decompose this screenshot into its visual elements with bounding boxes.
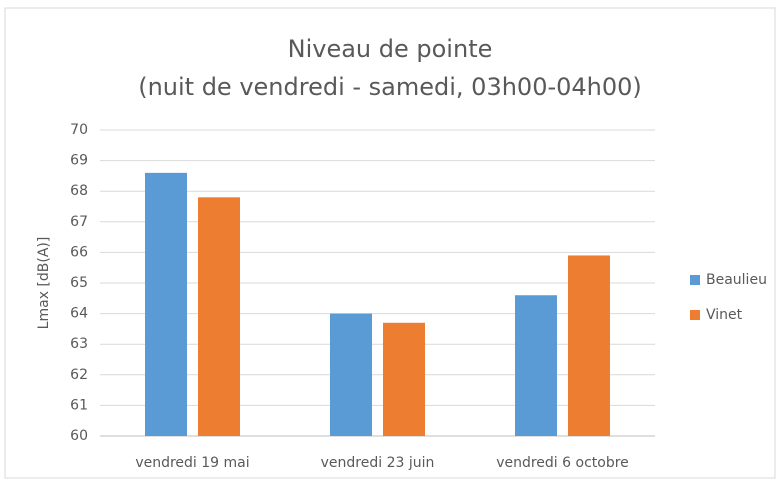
y-tick-label: 61 [70, 397, 88, 413]
y-tick-label: 64 [70, 306, 88, 322]
bar [330, 313, 372, 436]
y-tick-label: 67 [70, 214, 88, 230]
bar [145, 172, 187, 436]
y-tick-label: 70 [70, 122, 88, 138]
legend-label: Vinet [706, 307, 743, 323]
bar [198, 197, 240, 436]
x-tick-label: vendredi 23 juin [321, 455, 435, 471]
y-tick-label: 66 [70, 244, 88, 260]
chart-title: Niveau de pointe [288, 35, 493, 63]
y-tick-label: 65 [70, 275, 88, 291]
legend-label: Beaulieu [706, 272, 767, 288]
x-tick-label: vendredi 19 mai [135, 455, 249, 471]
bar [515, 295, 557, 436]
bar [383, 322, 425, 436]
y-tick-label: 63 [70, 336, 88, 352]
y-axis-label: Lmax [dB(A)] [36, 237, 52, 330]
bar [568, 255, 610, 436]
legend-swatch [690, 275, 700, 285]
y-tick-label: 60 [70, 428, 88, 444]
chart-subtitle: (nuit de vendredi - samedi, 03h00-04h00) [138, 73, 642, 101]
legend-swatch [690, 310, 700, 320]
y-tick-label: 62 [70, 367, 88, 383]
y-tick-label: 68 [70, 183, 88, 199]
y-tick-label: 69 [70, 153, 88, 169]
x-tick-label: vendredi 6 octobre [496, 455, 629, 471]
